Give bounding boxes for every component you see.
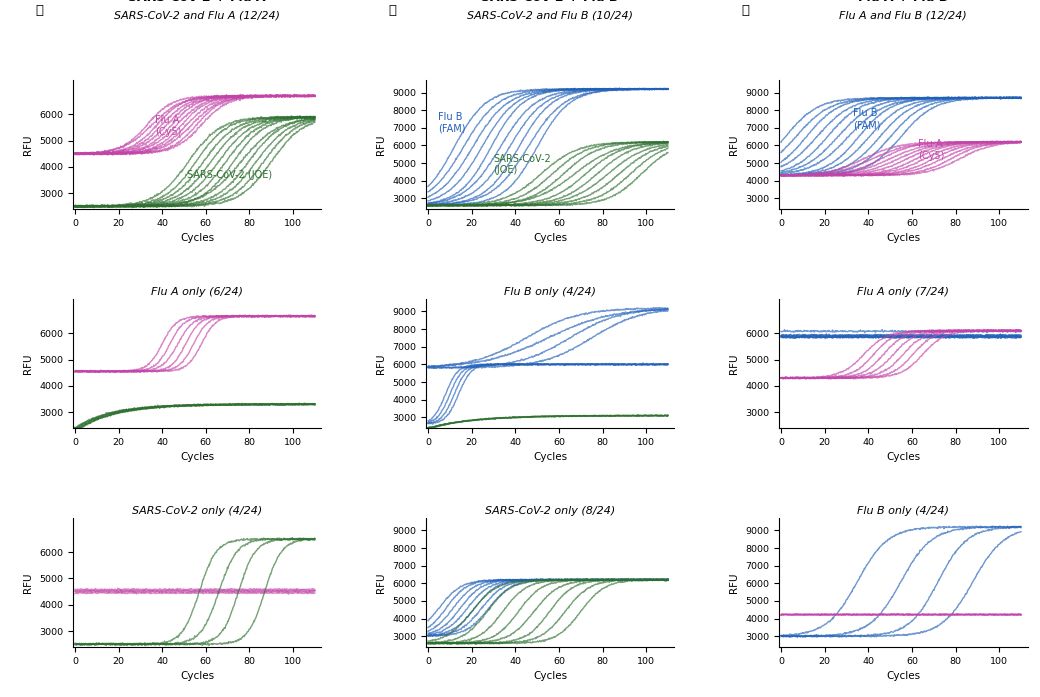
Text: SARS-CoV-2 and Flu B (10/24): SARS-CoV-2 and Flu B (10/24) <box>467 10 633 20</box>
Text: Ⓒ: Ⓒ <box>742 3 750 17</box>
Y-axis label: RFU: RFU <box>729 135 739 155</box>
Y-axis label: RFU: RFU <box>376 353 387 374</box>
Text: Ⓐ: Ⓐ <box>35 3 44 17</box>
Title: Flu B only (4/24): Flu B only (4/24) <box>857 506 950 516</box>
Text: SARS-CoV-2 and Flu A (12/24): SARS-CoV-2 and Flu A (12/24) <box>114 10 280 20</box>
X-axis label: Cycles: Cycles <box>886 671 920 681</box>
X-axis label: Cycles: Cycles <box>180 233 214 243</box>
Y-axis label: RFU: RFU <box>376 572 387 592</box>
X-axis label: Cycles: Cycles <box>886 233 920 243</box>
X-axis label: Cycles: Cycles <box>534 671 567 681</box>
Y-axis label: RFU: RFU <box>376 135 387 155</box>
Y-axis label: RFU: RFU <box>729 353 739 374</box>
Title: Flu A only (6/24): Flu A only (6/24) <box>151 287 243 297</box>
Text: Flu B
(FAM): Flu B (FAM) <box>438 112 466 134</box>
X-axis label: Cycles: Cycles <box>180 671 214 681</box>
Title: Flu A only (7/24): Flu A only (7/24) <box>857 287 950 297</box>
Text: Flu A + Flu B: Flu A + Flu B <box>858 0 948 4</box>
Text: SARS-CoV-2 (JOE): SARS-CoV-2 (JOE) <box>187 170 272 181</box>
X-axis label: Cycles: Cycles <box>180 452 214 462</box>
X-axis label: Cycles: Cycles <box>534 233 567 243</box>
Text: Flu A
(Cy5): Flu A (Cy5) <box>918 139 944 161</box>
Text: Ⓑ: Ⓑ <box>389 3 396 17</box>
Text: SARS-CoV-2
(JOE): SARS-CoV-2 (JOE) <box>493 153 551 175</box>
Text: Flu A
(Cy5): Flu A (Cy5) <box>155 115 181 137</box>
Y-axis label: RFU: RFU <box>23 572 33 592</box>
Y-axis label: RFU: RFU <box>729 572 739 592</box>
Text: Flu B
(FAM): Flu B (FAM) <box>854 109 881 130</box>
Y-axis label: RFU: RFU <box>23 135 33 155</box>
Y-axis label: RFU: RFU <box>23 353 33 374</box>
X-axis label: Cycles: Cycles <box>886 452 920 462</box>
X-axis label: Cycles: Cycles <box>534 452 567 462</box>
Title: SARS-CoV-2 only (8/24): SARS-CoV-2 only (8/24) <box>485 506 616 516</box>
Text: Flu A and Flu B (12/24): Flu A and Flu B (12/24) <box>839 10 967 20</box>
Text: SARS-CoV-2 + Flu A: SARS-CoV-2 + Flu A <box>128 0 266 4</box>
Title: Flu B only (4/24): Flu B only (4/24) <box>504 287 596 297</box>
Title: SARS-CoV-2 only (4/24): SARS-CoV-2 only (4/24) <box>132 506 262 516</box>
Text: SARS-CoV-2 + Flu B: SARS-CoV-2 + Flu B <box>482 0 619 4</box>
